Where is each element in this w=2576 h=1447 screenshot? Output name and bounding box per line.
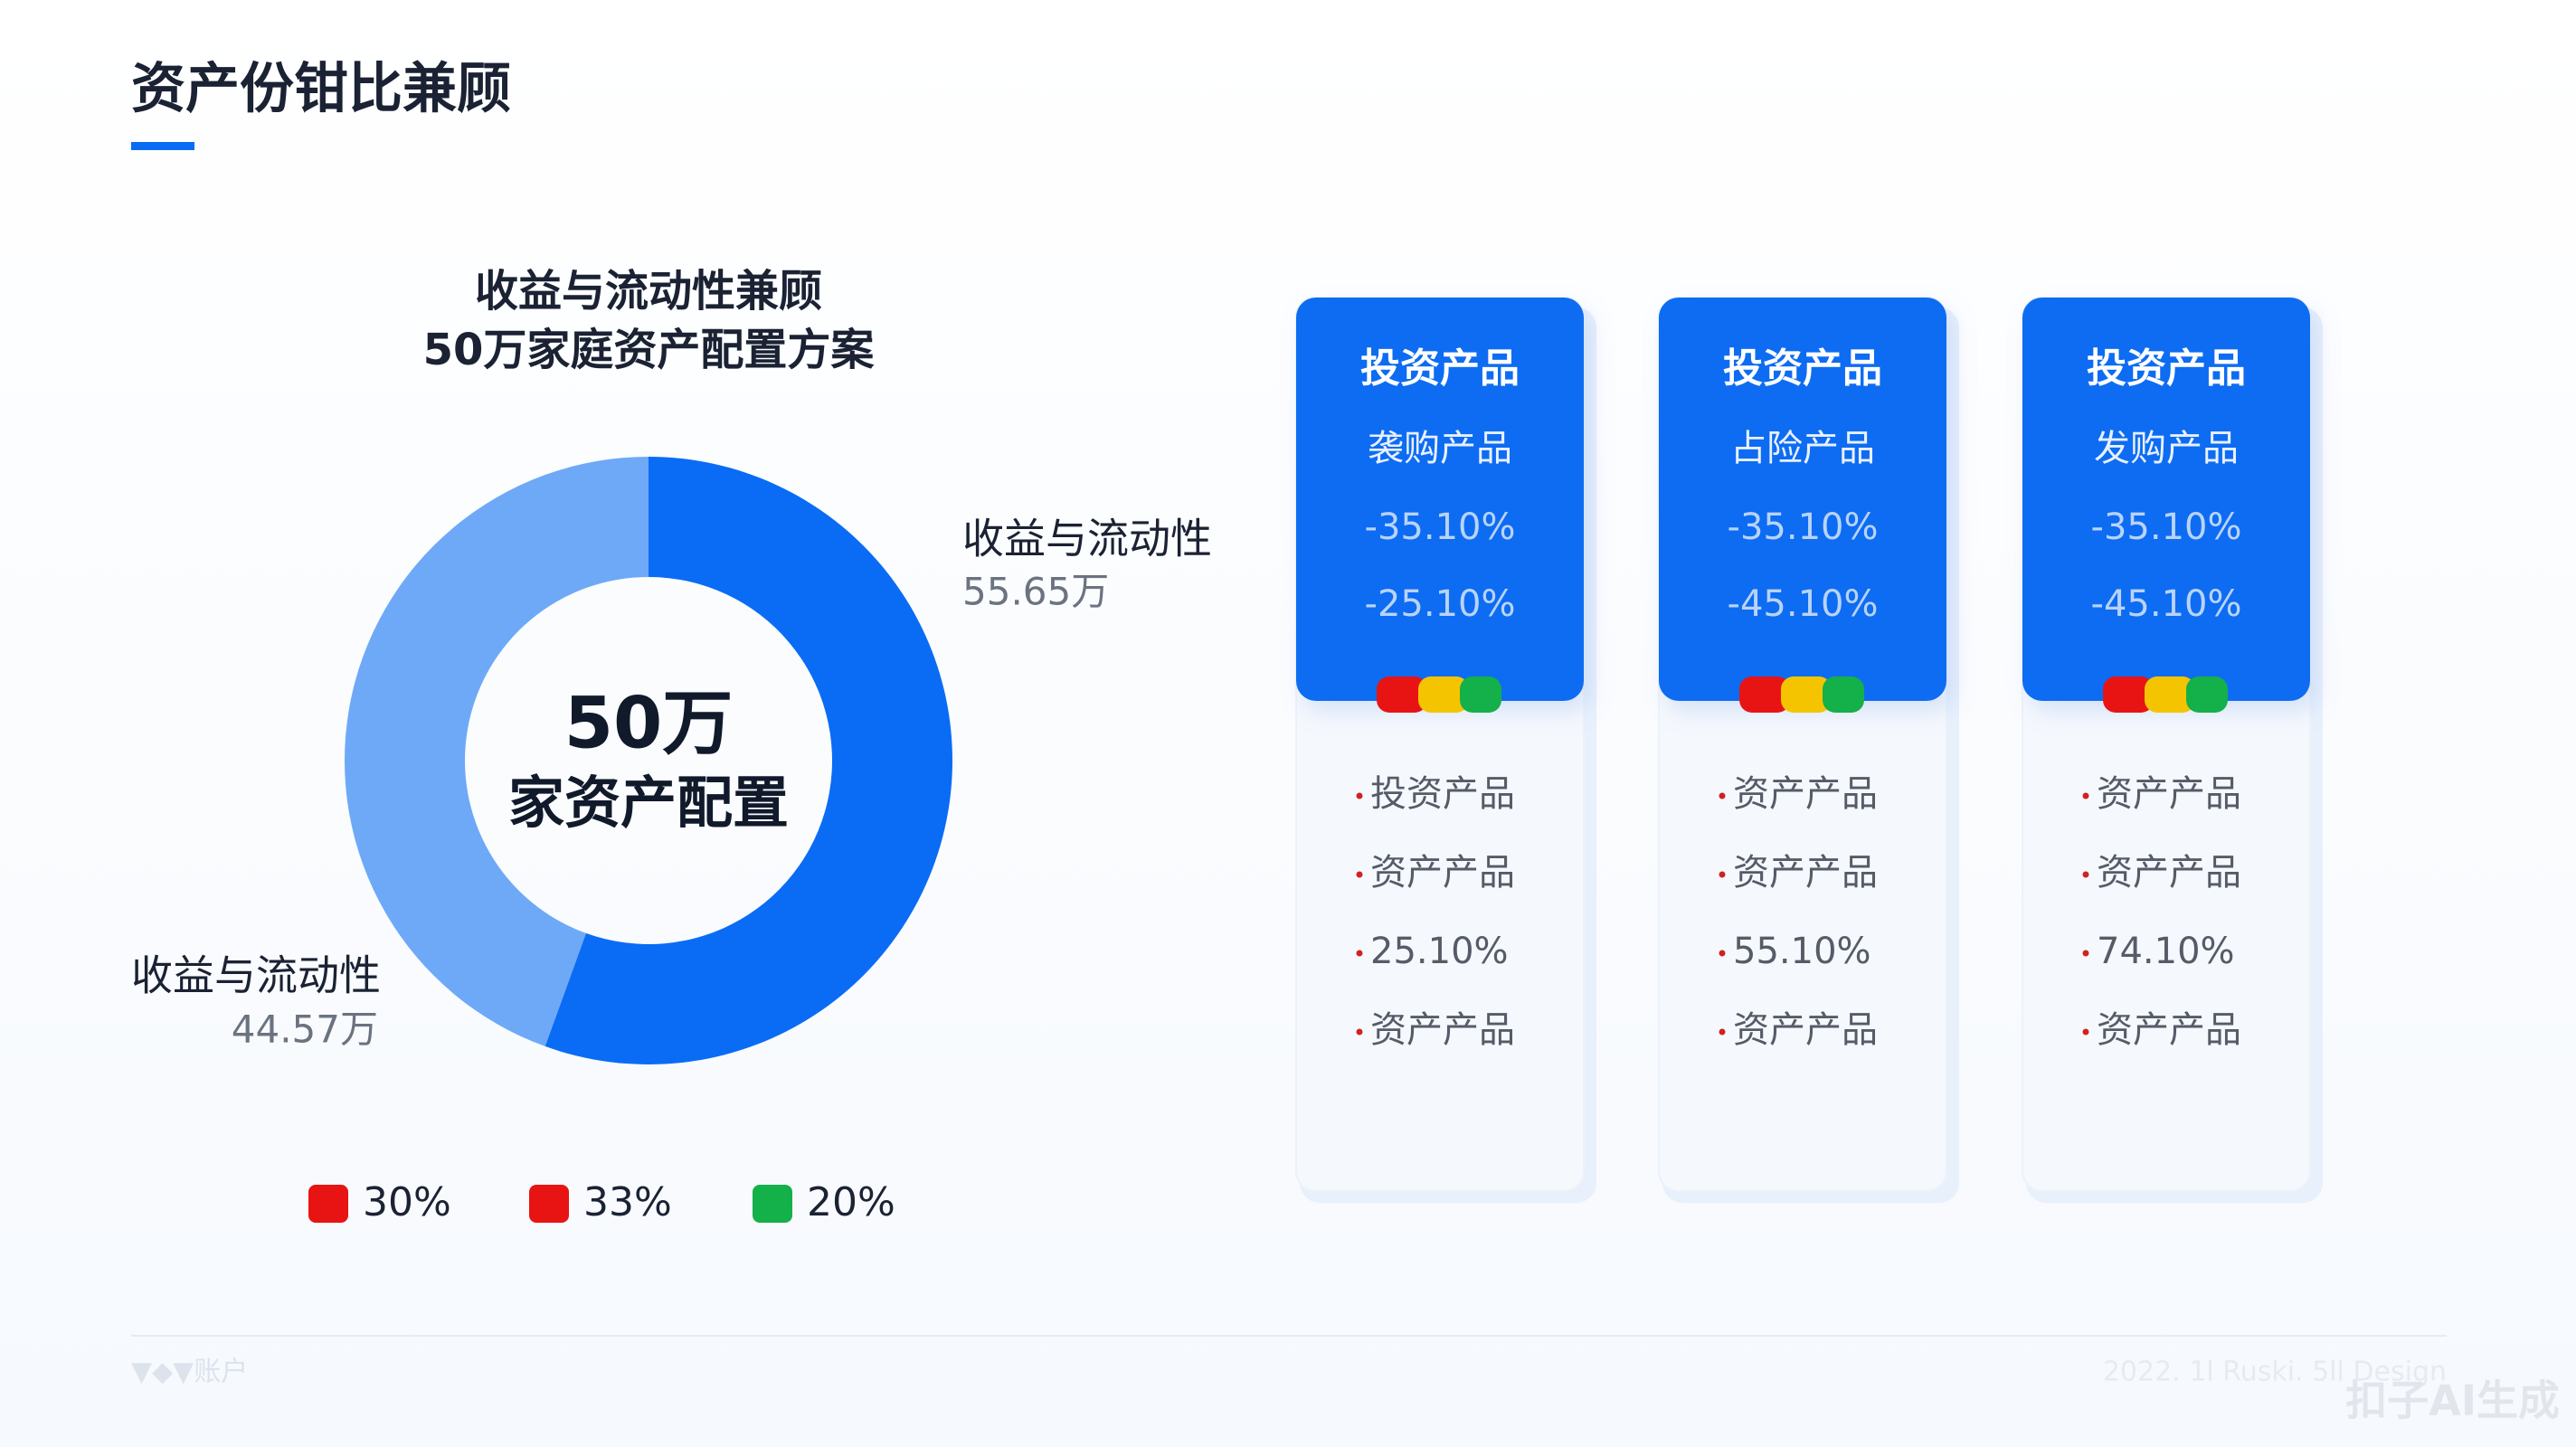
legend-label: 30% bbox=[363, 1179, 451, 1225]
legend-swatch bbox=[308, 1185, 348, 1223]
item-bullet bbox=[2082, 950, 2089, 957]
legend-swatch bbox=[529, 1185, 569, 1223]
item-bullet bbox=[2082, 1028, 2089, 1036]
item-bullet bbox=[1719, 1028, 1726, 1036]
status-light bbox=[1418, 676, 1469, 713]
card-item: 投资产品 bbox=[1370, 773, 1515, 815]
card-subtitle: 袭购产品 bbox=[1368, 428, 1512, 469]
card-item: 55.10% bbox=[1733, 931, 1871, 972]
card-title: 投资产品 bbox=[1723, 345, 1882, 392]
donut-slice bbox=[345, 457, 649, 1046]
page-title: 资产份钳比兼顾 bbox=[131, 58, 511, 121]
status-light bbox=[1377, 676, 1427, 713]
item-bullet bbox=[1356, 871, 1363, 878]
card-item: 资产产品 bbox=[1370, 1009, 1515, 1051]
card-item: 资产产品 bbox=[2097, 852, 2241, 894]
slice-label: 收益与流动性 bbox=[962, 515, 1212, 563]
watermark: 扣子AI生成 bbox=[2345, 1376, 2560, 1425]
status-light bbox=[1823, 676, 1864, 713]
item-bullet bbox=[2082, 792, 2089, 799]
item-bullet bbox=[1719, 950, 1726, 957]
card-figure: -35.10% bbox=[2091, 506, 2242, 548]
donut-slice bbox=[545, 457, 952, 1065]
item-bullet bbox=[1719, 871, 1726, 878]
card-item: 资产产品 bbox=[2097, 1009, 2241, 1051]
legend-label: 20% bbox=[807, 1179, 895, 1225]
center-label: 家资产配置 bbox=[508, 770, 789, 836]
item-bullet bbox=[1356, 950, 1363, 957]
card-figure: -25.10% bbox=[1365, 583, 1516, 625]
card-item: 资产产品 bbox=[1733, 773, 1878, 815]
item-bullet bbox=[1356, 1028, 1363, 1036]
item-bullet bbox=[2082, 871, 2089, 878]
legend-label: 33% bbox=[583, 1179, 672, 1225]
card-header bbox=[2022, 298, 2310, 701]
card-header bbox=[1659, 298, 1946, 701]
status-light bbox=[1460, 676, 1501, 713]
item-bullet bbox=[1719, 792, 1726, 799]
legend-swatch bbox=[753, 1185, 792, 1223]
status-light bbox=[2186, 676, 2228, 713]
card-item: 25.10% bbox=[1370, 931, 1509, 972]
donut bbox=[345, 457, 952, 1065]
center-value: 50万 bbox=[564, 683, 734, 764]
card-title: 投资产品 bbox=[1360, 345, 1520, 392]
slice-value-label: 55.65万 bbox=[962, 570, 1109, 614]
card-item: 74.10% bbox=[2097, 931, 2235, 972]
chart-title: 收益与流动性兼顾 bbox=[475, 266, 822, 317]
item-bullet bbox=[1356, 792, 1363, 799]
cards: 投资产品袭购产品-35.10%-25.10%投资产品资产产品25.10%资产产品… bbox=[1295, 297, 2323, 1203]
card-item: 资产产品 bbox=[1733, 852, 1878, 894]
status-light bbox=[1739, 676, 1790, 713]
card-figure: -35.10% bbox=[1728, 506, 1879, 548]
slice-value-label: 44.57万 bbox=[232, 1007, 378, 1052]
card-figure: -35.10% bbox=[1365, 506, 1516, 548]
card-figure: -45.10% bbox=[1728, 583, 1879, 625]
card-header bbox=[1296, 298, 1584, 701]
status-light bbox=[2103, 676, 2154, 713]
status-light bbox=[1781, 676, 1832, 713]
card-item: 资产产品 bbox=[2097, 773, 2241, 815]
chart-subtitle: 50万家庭资产配置方案 bbox=[423, 325, 876, 375]
card-item: 资产产品 bbox=[1370, 852, 1515, 894]
card-title: 投资产品 bbox=[2087, 345, 2246, 392]
title-underline bbox=[131, 142, 194, 150]
card-figure: -45.10% bbox=[2091, 583, 2242, 625]
card-item: 资产产品 bbox=[1733, 1009, 1878, 1051]
legend: 30% 33% 20% bbox=[308, 1179, 895, 1225]
status-light bbox=[2145, 676, 2195, 713]
card-subtitle: 占险产品 bbox=[1730, 428, 1875, 469]
footer-left: ▼◆▼账户 bbox=[131, 1357, 248, 1388]
footer-right: 2022. 1l Ruski. 5ll Design bbox=[2103, 1357, 2447, 1388]
slice-label: 收益与流动性 bbox=[131, 951, 381, 1000]
card-subtitle: 发购产品 bbox=[2094, 428, 2239, 469]
